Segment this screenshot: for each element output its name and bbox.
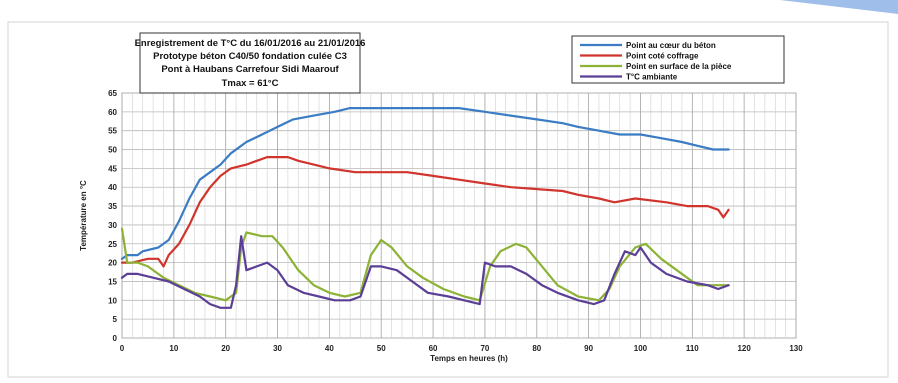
x-tick-label: 130: [789, 344, 803, 353]
legend-label-3: Point en surface de la pièce: [626, 62, 732, 71]
y-tick-label: 30: [108, 221, 117, 230]
y-tick-label: 60: [108, 108, 117, 117]
x-tick-label: 0: [120, 344, 125, 353]
series-line-1: [120, 107, 730, 260]
legend-label-4: T°C ambiante: [626, 73, 678, 82]
x-tick-label: 120: [737, 344, 751, 353]
axes: 0 5 10 15 20 25 30 35 40 45 50 55 60 65 0 10 20 30 40 50 60 7…: [79, 89, 803, 363]
x-axis-label: Temps en heures (h): [430, 354, 508, 363]
series-line-3: [120, 227, 730, 302]
x-tick-label: 80: [532, 344, 541, 353]
grid: [121, 92, 797, 339]
y-axis-label: Température en °C: [79, 180, 88, 251]
x-tick-label: 70: [480, 344, 489, 353]
y-tick-label: 50: [108, 146, 117, 155]
y-tick-label: 40: [108, 183, 117, 192]
y-tick-label: 55: [108, 127, 117, 136]
y-tick-label: 20: [108, 259, 117, 268]
x-tick-label: 60: [429, 344, 438, 353]
title-line-2: Prototype béton C40/50 fondation culée C…: [153, 51, 347, 62]
plot-area: [121, 92, 797, 339]
corner-accent: [780, 0, 898, 14]
x-tick-label: 110: [686, 344, 699, 353]
x-tick-label: 90: [584, 344, 593, 353]
legend-label-1: Point au cœur du béton: [626, 41, 716, 50]
legend-label-2: Point coté coffrage: [626, 52, 699, 61]
y-tick-label: 5: [113, 315, 118, 324]
title-line-1: Enregistrement de T°C du 16/01/2016 au 2…: [135, 38, 366, 49]
y-tick-label: 35: [108, 202, 117, 211]
y-tick-label: 10: [108, 296, 117, 305]
legend: Point au cœur du béton Point coté coffrag…: [571, 35, 785, 84]
y-tick-label: 45: [108, 164, 117, 173]
series-line-2: [120, 156, 730, 268]
y-tick-label: 15: [108, 277, 117, 286]
series-lines: [120, 107, 730, 309]
x-tick-label: 50: [377, 344, 386, 353]
x-tick-label: 20: [221, 344, 230, 353]
title-box: Enregistrement de T°C du 16/01/2016 au 2…: [135, 32, 366, 94]
x-tick-label: 40: [325, 344, 334, 353]
series-line-4: [120, 235, 730, 309]
x-tick-label: 30: [273, 344, 282, 353]
y-tick-label: 25: [108, 240, 117, 249]
title-line-4: Tmax = 61°C: [222, 78, 279, 89]
x-tick-label: 100: [634, 344, 648, 353]
y-tick-label: 65: [108, 89, 117, 98]
title-line-3: Pont à Haubans Carrefour Sidi Maarouf: [161, 64, 339, 75]
y-tick-label: 0: [113, 334, 118, 343]
x-tick-label: 10: [169, 344, 178, 353]
